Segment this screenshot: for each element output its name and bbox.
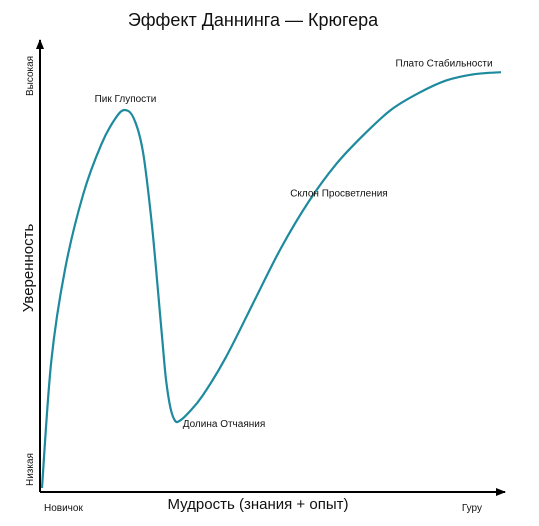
confidence-curve xyxy=(40,71,502,489)
x-tick-low: Новичок xyxy=(44,503,83,514)
annotation-label: Плато Стабильности xyxy=(396,57,493,69)
annotation-label: Склон Просветления xyxy=(290,188,388,199)
annotation-label: Пик Глупости xyxy=(95,94,157,105)
annotations: Пик Глупости Долина Отчаяния Склон Просвет… xyxy=(95,57,493,430)
y-tick-high: Высокая xyxy=(25,56,36,96)
y-axis-title: Уверенность xyxy=(20,224,37,313)
x-tick-high: Гуру xyxy=(462,503,482,514)
chart-title: Эффект Даннинга — Крюгера xyxy=(128,10,379,30)
annotation-label: Долина Отчаяния xyxy=(183,419,266,430)
x-axis-title: Мудрость (знания + опыт) xyxy=(168,496,349,513)
y-tick-low: Низкая xyxy=(25,453,36,486)
